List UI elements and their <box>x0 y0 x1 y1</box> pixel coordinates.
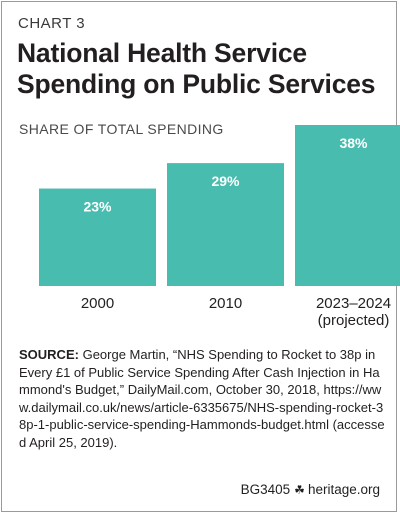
liberty-bell-icon: ☘ <box>294 483 305 497</box>
bar <box>167 163 284 286</box>
x-tick-label: (projected) <box>318 312 390 329</box>
bar-chart: 23% 2000 29% 2010 38% 2023–2024(projected) <box>39 125 400 329</box>
data-label: 29% <box>211 173 240 189</box>
site-name: heritage.org <box>307 482 380 497</box>
chart-title-line-1: National Health Service <box>17 38 307 68</box>
source-note: SOURCE: George Martin, “NHS Spending to … <box>19 346 385 452</box>
report-code: BG3405 <box>240 482 291 497</box>
source-label: SOURCE: <box>19 347 79 362</box>
x-tick-label: 2010 <box>209 295 242 312</box>
chart-title: National Health Service Spending on Publ… <box>17 38 387 100</box>
data-label: 23% <box>83 199 112 215</box>
source-text: George Martin, “NHS Spending to Rocket t… <box>19 347 385 450</box>
bar <box>295 125 400 286</box>
footer: BG3405 ☘ heritage.org <box>241 482 380 497</box>
chart-label: CHART 3 <box>18 15 86 32</box>
data-label: 38% <box>339 135 368 151</box>
chart-title-line-2: Spending on Public Services <box>17 69 376 99</box>
bar <box>39 188 156 286</box>
x-tick-label: 2000 <box>81 295 114 312</box>
x-tick-label: 2023–2024 <box>316 295 391 312</box>
y-axis-title: SHARE OF TOTAL SPENDING <box>19 121 224 137</box>
